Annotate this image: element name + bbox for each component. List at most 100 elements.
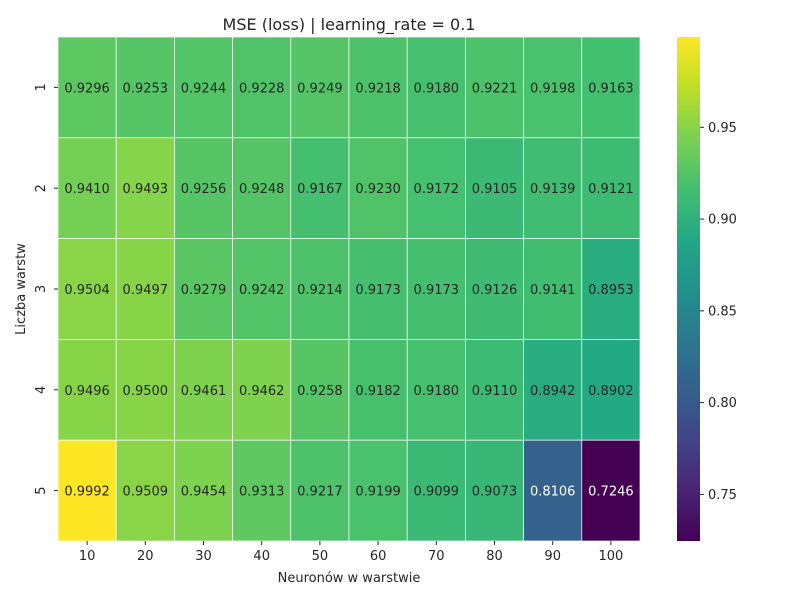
heatmap-cell bbox=[406, 339, 466, 441]
cell-value-label: 0.9454 bbox=[181, 485, 227, 500]
cell-value-label: 0.9110 bbox=[472, 384, 518, 399]
colorbar-ticks: 0.75 0.80 0.85 0.90 0.95 bbox=[700, 121, 737, 503]
y-tick-label: 5 bbox=[34, 486, 49, 494]
cell-value-label: 0.9198 bbox=[530, 81, 576, 96]
x-tick-label: 100 bbox=[598, 549, 623, 564]
cell-value-label: 0.8106 bbox=[530, 485, 576, 500]
cell-value-label: 0.9182 bbox=[355, 384, 401, 399]
heatmap-cell bbox=[465, 238, 524, 340]
cell-value-label: 0.7246 bbox=[588, 485, 634, 500]
y-tick-label: 4 bbox=[34, 386, 49, 394]
cell-value-label: 0.9141 bbox=[530, 283, 576, 298]
cell-value-label: 0.9173 bbox=[355, 283, 401, 298]
colorbar-tick-label: 0.75 bbox=[708, 488, 737, 503]
y-tick-label: 3 bbox=[34, 285, 49, 293]
heatmap-cell bbox=[406, 137, 466, 239]
heatmap-cell bbox=[523, 137, 583, 239]
x-tick-label: 20 bbox=[137, 549, 154, 564]
cell-value-label: 0.9126 bbox=[472, 283, 518, 298]
x-tick-label: 50 bbox=[312, 549, 329, 564]
x-tick-label: 90 bbox=[544, 549, 561, 564]
heatmap-cell bbox=[290, 339, 350, 441]
y-tick-label: 1 bbox=[34, 83, 49, 91]
cell-value-label: 0.8953 bbox=[588, 283, 634, 298]
heatmap-cell bbox=[348, 36, 408, 139]
x-tick-label: 60 bbox=[370, 549, 387, 564]
x-tick-label: 70 bbox=[428, 549, 445, 564]
cell-value-label: 0.9242 bbox=[239, 283, 285, 298]
cell-value-label: 0.9218 bbox=[355, 81, 401, 96]
cell-value-label: 0.9462 bbox=[239, 384, 285, 399]
cell-value-label: 0.9256 bbox=[181, 182, 227, 197]
cell-value-label: 0.9296 bbox=[64, 81, 110, 96]
chart-title: MSE (loss) | learning_rate = 0.1 bbox=[223, 15, 476, 35]
y-tick-label: 2 bbox=[34, 184, 49, 192]
heatmap-cell bbox=[581, 36, 641, 139]
heatmap-cell bbox=[290, 36, 350, 139]
colorbar-tick-label: 0.80 bbox=[708, 396, 737, 411]
heatmap-cell bbox=[581, 137, 641, 239]
heatmap-cell bbox=[581, 439, 641, 542]
heatmap-cell bbox=[523, 339, 583, 441]
colorbar bbox=[677, 37, 700, 541]
y-axis-label: Liczba warstw bbox=[14, 243, 29, 335]
heatmap-cell bbox=[581, 238, 641, 340]
heatmap-cell bbox=[290, 439, 350, 542]
heatmap-cell bbox=[57, 339, 117, 441]
cell-value-label: 0.9244 bbox=[181, 81, 227, 96]
heatmap-cell bbox=[581, 339, 641, 441]
heatmap-cell bbox=[523, 439, 583, 542]
heatmap-cell bbox=[174, 439, 233, 542]
cell-value-label: 0.9500 bbox=[123, 384, 169, 399]
cell-value-label: 0.9073 bbox=[472, 485, 518, 500]
heatmap-cell bbox=[465, 137, 524, 239]
heatmap-cell bbox=[348, 339, 408, 441]
cell-value-label: 0.9139 bbox=[530, 182, 576, 197]
heatmap-cell bbox=[465, 439, 524, 542]
cell-value-label: 0.9221 bbox=[472, 81, 518, 96]
cell-value-label: 0.9163 bbox=[588, 81, 634, 96]
heatmap-cell bbox=[348, 439, 408, 542]
cell-value-label: 0.9313 bbox=[239, 485, 285, 500]
x-axis-label: Neuronów w warstwie bbox=[278, 571, 421, 586]
heatmap-cell bbox=[174, 137, 233, 239]
cell-value-label: 0.9258 bbox=[297, 384, 343, 399]
cell-value-label: 0.9180 bbox=[414, 81, 460, 96]
heatmap-cell bbox=[523, 238, 583, 340]
heatmap-cell bbox=[232, 36, 292, 139]
cell-value-label: 0.9253 bbox=[123, 81, 169, 96]
x-axis-ticks: 10 20 30 40 50 60 70 80 90 100 bbox=[79, 541, 623, 564]
cell-value-label: 0.9173 bbox=[414, 283, 460, 298]
heatmap-cell bbox=[348, 137, 408, 239]
cell-value-label: 0.9497 bbox=[123, 283, 169, 298]
cell-value-label: 0.9105 bbox=[472, 182, 518, 197]
cell-value-label: 0.9167 bbox=[297, 182, 343, 197]
heatmap-cells: 0.9296 0.9253 0.9244 0.9228 0.9249 0.9218 0.91… bbox=[57, 36, 641, 542]
heatmap-cell bbox=[174, 238, 233, 340]
heatmap-cell bbox=[465, 339, 524, 441]
heatmap-cell bbox=[406, 238, 466, 340]
heatmap-cell bbox=[115, 439, 175, 542]
cell-value-label: 0.9172 bbox=[414, 182, 460, 197]
heatmap-cell bbox=[57, 36, 117, 139]
cell-value-label: 0.9249 bbox=[297, 81, 343, 96]
cell-value-label: 0.8902 bbox=[588, 384, 634, 399]
cell-value-label: 0.9279 bbox=[181, 283, 227, 298]
cell-value-label: 0.9217 bbox=[297, 485, 343, 500]
cell-value-label: 0.9248 bbox=[239, 182, 285, 197]
cell-value-label: 0.9461 bbox=[181, 384, 227, 399]
x-tick-label: 10 bbox=[79, 549, 96, 564]
cell-value-label: 0.9410 bbox=[64, 182, 110, 197]
colorbar-tick-label: 0.95 bbox=[708, 121, 737, 136]
colorbar-tick-label: 0.85 bbox=[708, 304, 737, 319]
cell-value-label: 0.9199 bbox=[355, 485, 401, 500]
x-tick-label: 80 bbox=[486, 549, 503, 564]
heatmap-cell bbox=[115, 137, 175, 239]
cell-value-label: 0.9493 bbox=[123, 182, 169, 197]
cell-value-label: 0.9121 bbox=[588, 182, 634, 197]
cell-value-label: 0.9180 bbox=[414, 384, 460, 399]
heatmap-cell bbox=[290, 137, 350, 239]
heatmap-cell bbox=[232, 137, 292, 239]
heatmap-cell bbox=[115, 36, 175, 139]
